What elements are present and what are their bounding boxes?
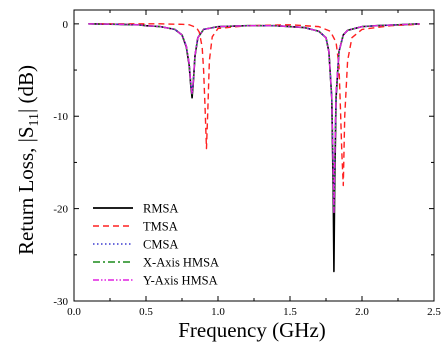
y-tick-label: 0: [63, 19, 69, 31]
series-layer: [88, 23, 420, 273]
series-line-y-axis-hmsa: [88, 23, 420, 214]
y-axis-title: Return Loss, |S11| (dB): [14, 65, 42, 255]
series-line-tmsa: [88, 23, 420, 187]
y-axis-title-suffix: | (dB): [14, 65, 38, 113]
y-axis-title-prefix: Return Loss, |S: [14, 126, 38, 254]
legend-label: Y-Axis HMSA: [143, 274, 218, 288]
legend-label: CMSA: [143, 238, 178, 252]
x-tick-label: 1.5: [283, 306, 297, 318]
x-axis-title: Frequency (GHz): [178, 318, 326, 342]
legend: RMSA TMSA CMSA X-Axis HMSA Y-Axis HMSA: [93, 202, 219, 288]
y-tick-label: -20: [53, 204, 68, 216]
x-tick-label: 2.5: [427, 306, 441, 318]
legend-label: X-Axis HMSA: [143, 256, 219, 270]
x-tick-label: 0.0: [67, 306, 81, 318]
x-tick-label: 0.5: [139, 306, 153, 318]
y-tick-label: -10: [53, 111, 68, 123]
legend-label: RMSA: [143, 202, 178, 216]
x-tick-label: 1.0: [211, 306, 225, 318]
y-tick-label: -30: [53, 296, 68, 308]
axes-layer: 0.0 0.5 1.0 1.5 2.0 2.5 0 -10 -20 -30: [53, 9, 441, 318]
y-axis-title-subscript: 11: [27, 113, 42, 126]
legend-label: TMSA: [143, 220, 178, 234]
x-tick-label: 2.0: [355, 306, 369, 318]
